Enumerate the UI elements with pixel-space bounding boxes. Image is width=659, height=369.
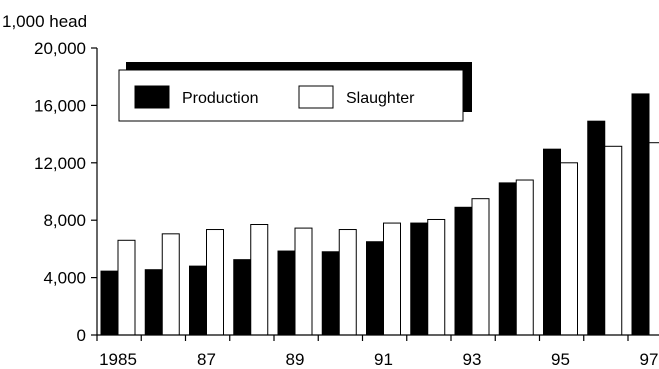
bar-slaughter-1997 [648, 142, 659, 336]
x-tick-label: 91 [374, 350, 393, 369]
y-tick-label: 20,000 [34, 39, 86, 58]
bar-production-1990 [321, 251, 340, 336]
bar-slaughter-1991 [383, 222, 401, 336]
bar-production-1993 [454, 206, 473, 336]
bar-slaughter-1988 [250, 224, 269, 336]
bar-production-1987 [189, 265, 207, 336]
bar-slaughter-1995 [560, 162, 578, 336]
x-axis-ticks: 1985 87 89 91 93 95 97 [96, 335, 659, 369]
axes [96, 48, 659, 336]
y-axis-unit-label: 1,000 head [2, 12, 87, 31]
bar-slaughter-1989 [294, 227, 313, 336]
bar-slaughter-1987 [206, 229, 224, 336]
bar-slaughter-1996 [604, 145, 623, 336]
bar-production-1985 [100, 270, 119, 336]
legend-swatch-production [134, 85, 170, 109]
bar-production-1991 [366, 241, 384, 336]
bars-group [100, 93, 659, 336]
bar-production-1988 [233, 259, 252, 336]
y-tick-label: 12,000 [34, 154, 86, 173]
bar-production-1995 [543, 148, 561, 336]
bar-production-1986 [144, 269, 163, 336]
x-tick-label: 93 [463, 350, 482, 369]
y-tick-label: 4,000 [43, 269, 86, 288]
bar-production-1992 [410, 222, 429, 336]
legend-swatch-slaughter [298, 85, 334, 109]
bar-slaughter-1990 [338, 229, 357, 336]
bar-slaughter-1986 [161, 233, 180, 336]
bar-production-1997 [631, 93, 650, 336]
bar-slaughter-1992 [427, 218, 446, 336]
x-tick-label: 89 [286, 350, 305, 369]
x-tick-label: 87 [197, 350, 216, 369]
y-axis-ticks: 0 4,000 8,000 12,000 16,000 20,000 [34, 39, 97, 345]
bar-slaughter-1994 [515, 179, 534, 336]
x-tick-label: 97 [640, 350, 659, 369]
bar-production-1989 [277, 250, 296, 336]
y-tick-label: 16,000 [34, 96, 86, 115]
legend-label-slaughter: Slaughter [346, 90, 415, 107]
bar-slaughter-1993 [471, 198, 490, 336]
bar-slaughter-1985 [117, 239, 136, 336]
bar-production-1994 [498, 182, 517, 336]
x-tick-label: 95 [551, 350, 570, 369]
legend: Production Slaughter [118, 62, 472, 122]
x-tick-label: 1985 [99, 350, 137, 369]
y-tick-label: 0 [77, 326, 86, 345]
legend-label-production: Production [182, 90, 259, 107]
y-tick-label: 8,000 [43, 211, 86, 230]
bar-production-1996 [587, 120, 606, 336]
legend-box [118, 69, 464, 122]
